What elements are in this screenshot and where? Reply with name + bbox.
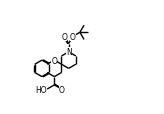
Text: N: N — [66, 48, 72, 57]
Text: O: O — [59, 85, 64, 94]
Text: HO: HO — [36, 85, 47, 94]
Text: O: O — [70, 33, 76, 41]
Text: O: O — [62, 33, 67, 41]
Text: O: O — [51, 56, 57, 65]
